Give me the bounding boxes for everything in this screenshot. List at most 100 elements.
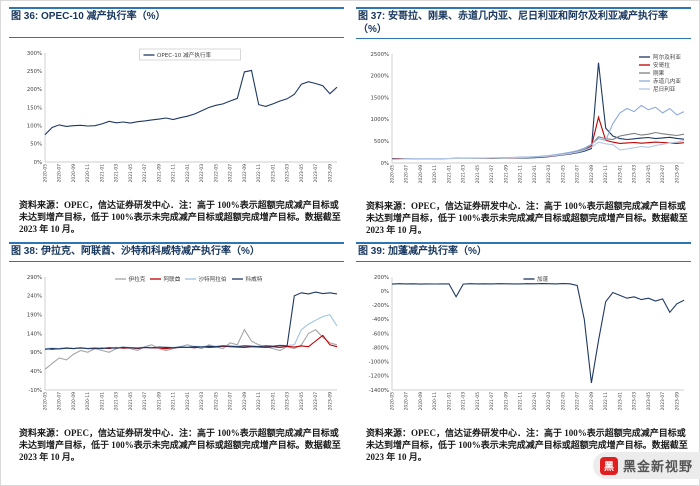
svg-text:240%: 240% [27,294,42,300]
svg-text:250%: 250% [27,69,42,75]
svg-text:2021-03: 2021-03 [114,392,120,411]
svg-text:2022-07: 2022-07 [228,164,234,183]
svg-text:2021-07: 2021-07 [142,392,148,411]
svg-text:2020-09: 2020-09 [418,392,424,411]
svg-text:2020-07: 2020-07 [404,165,410,184]
svg-text:-200%: -200% [372,303,389,309]
svg-text:2023-05: 2023-05 [646,392,652,411]
svg-text:-800%: -800% [372,345,389,351]
svg-text:2000%: 2000% [370,74,389,80]
figure-39-line-chart: -1400% -1200% -1000% -800% -600% -400% -200% 0%… [369,275,685,411]
svg-text:2021-05: 2021-05 [128,164,134,183]
svg-text:100%: 100% [27,124,42,130]
svg-text:2021-05: 2021-05 [128,392,134,411]
svg-text:2021-11: 2021-11 [171,164,177,183]
svg-text:2021-07: 2021-07 [489,392,495,411]
svg-text:阿尔及利亚: 阿尔及利亚 [653,53,681,61]
svg-text:伊拉克: 伊拉克 [129,275,146,283]
svg-text:2022-11: 2022-11 [256,164,262,183]
svg-text:-1000%: -1000% [369,359,389,365]
figure-37-source-note: 资料来源：OPEC，信达证券研发中心．注：高于 100%表示超额完成减产目标或未… [366,201,688,236]
svg-text:-10%: -10% [28,388,42,394]
svg-text:2022-07: 2022-07 [575,392,581,411]
svg-text:0%: 0% [34,160,42,166]
figure-38-title: 图 38: 伊拉克、阿联酋、沙特和科威特减产执行率（%） [9,242,344,262]
svg-text:2023-03: 2023-03 [285,392,291,411]
figure-37-title: 图 37: 安哥拉、刚果、赤道几内亚、尼日利亚和阿尔及利亚减产执行率（%） [356,7,691,39]
svg-text:2021-03: 2021-03 [461,165,467,184]
svg-text:2022-05: 2022-05 [560,392,566,411]
svg-text:2021-09: 2021-09 [504,392,510,411]
svg-text:2022-05: 2022-05 [213,392,219,411]
svg-text:2022-09: 2022-09 [589,165,595,184]
svg-text:-600%: -600% [372,331,389,337]
figure-36-panel: 图 36: OPEC-10 减产执行率（%） 0% 50% 100% 150% 200%… [9,7,344,236]
svg-text:2020-09: 2020-09 [71,164,77,183]
svg-text:2020-11: 2020-11 [432,165,438,184]
svg-text:2023-07: 2023-07 [313,392,319,411]
svg-text:200%: 200% [374,275,389,281]
svg-text:500%: 500% [374,139,389,145]
svg-text:290%: 290% [27,275,42,281]
svg-text:刚果: 刚果 [653,69,665,77]
svg-text:190%: 190% [27,312,42,318]
svg-text:2020-05: 2020-05 [390,165,396,184]
svg-text:0%: 0% [381,161,389,167]
svg-text:赤道几内亚: 赤道几内亚 [653,77,681,85]
svg-text:2022-09: 2022-09 [242,164,248,183]
svg-text:2021-11: 2021-11 [518,392,524,411]
svg-text:2020-05: 2020-05 [43,392,49,411]
svg-text:2022-07: 2022-07 [228,392,234,411]
svg-text:2021-07: 2021-07 [489,165,495,184]
svg-text:2021-09: 2021-09 [157,392,163,411]
figure-36-line-chart: 0% 50% 100% 150% 200% 250% 300% 2020-05 2020-07 2… [27,48,338,183]
svg-text:阿联酋: 阿联酋 [164,275,181,283]
svg-text:2023-01: 2023-01 [270,164,276,183]
svg-text:2023-01: 2023-01 [617,392,623,411]
svg-text:2023-07: 2023-07 [313,164,319,183]
svg-text:加蓬: 加蓬 [537,275,549,283]
svg-text:2500%: 2500% [370,52,389,58]
svg-text:2021-05: 2021-05 [475,392,481,411]
svg-text:2022-09: 2022-09 [589,392,595,411]
svg-text:2020-09: 2020-09 [418,165,424,184]
svg-text:2023-07: 2023-07 [660,165,666,184]
svg-text:90%: 90% [30,350,42,356]
svg-text:2023-07: 2023-07 [660,392,666,411]
svg-text:1500%: 1500% [370,95,389,101]
svg-text:沙特阿拉伯: 沙特阿拉伯 [199,275,227,283]
watermark-text: 黑金新视野 [622,459,693,474]
figure-39-chart-area: -1400% -1200% -1000% -800% -600% -400% -200% 0%… [356,262,691,424]
svg-text:2021-01: 2021-01 [100,164,106,183]
figure-36-chart-area: 0% 50% 100% 150% 200% 250% 300% 2020-05 2020-07 2… [9,38,344,196]
svg-text:140%: 140% [27,331,42,337]
svg-text:2023-01: 2023-01 [617,165,623,184]
svg-text:2023-03: 2023-03 [285,164,291,183]
svg-text:2022-01: 2022-01 [532,165,538,184]
figure-36-title: 图 36: OPEC-10 减产执行率（%） [9,7,344,38]
watermark-logo-icon: 黑 [599,456,618,475]
figure-38-panel: 图 38: 伊拉克、阿联酋、沙特和科威特减产执行率（%） -10% 40% 90% 1… [9,242,344,463]
svg-text:2021-09: 2021-09 [157,164,163,183]
svg-text:200%: 200% [27,87,42,93]
svg-text:2020-11: 2020-11 [85,164,91,183]
figure-36-source-note: 资料来源：OPEC，信达证券研发中心．注：高于 100%表示超额完成减产目标或未… [19,200,341,235]
svg-text:2022-11: 2022-11 [256,392,262,411]
svg-text:2022-05: 2022-05 [560,165,566,184]
svg-text:2022-07: 2022-07 [575,165,581,184]
figure-38-chart-area: -10% 40% 90% 140% 190% 240% 290% 2020-05 2020-07… [9,262,344,424]
svg-text:2020-11: 2020-11 [432,392,438,411]
watermark: 黑 黑金新视野 [592,452,700,479]
svg-text:安哥拉: 安哥拉 [653,61,670,69]
svg-text:2022-01: 2022-01 [185,164,191,183]
figure-39-source-note: 资料来源：OPEC，信达证券研发中心．注：高于 100%表示超额完成减产目标或未… [366,427,688,463]
svg-text:2022-05: 2022-05 [213,164,219,183]
svg-text:2020-11: 2020-11 [85,392,91,411]
figures-grid: 图 36: OPEC-10 减产执行率（%） 0% 50% 100% 150% 200%… [1,1,699,469]
svg-text:2020-09: 2020-09 [71,392,77,411]
svg-text:2023-09: 2023-09 [327,392,333,411]
svg-text:2021-03: 2021-03 [114,164,120,183]
svg-text:2022-01: 2022-01 [532,392,538,411]
figure-38-source-note: 资料来源：OPEC，信达证券研发中心．注：高于 100%表示超额完成减产目标或未… [19,427,341,463]
svg-text:2022-03: 2022-03 [546,165,552,184]
